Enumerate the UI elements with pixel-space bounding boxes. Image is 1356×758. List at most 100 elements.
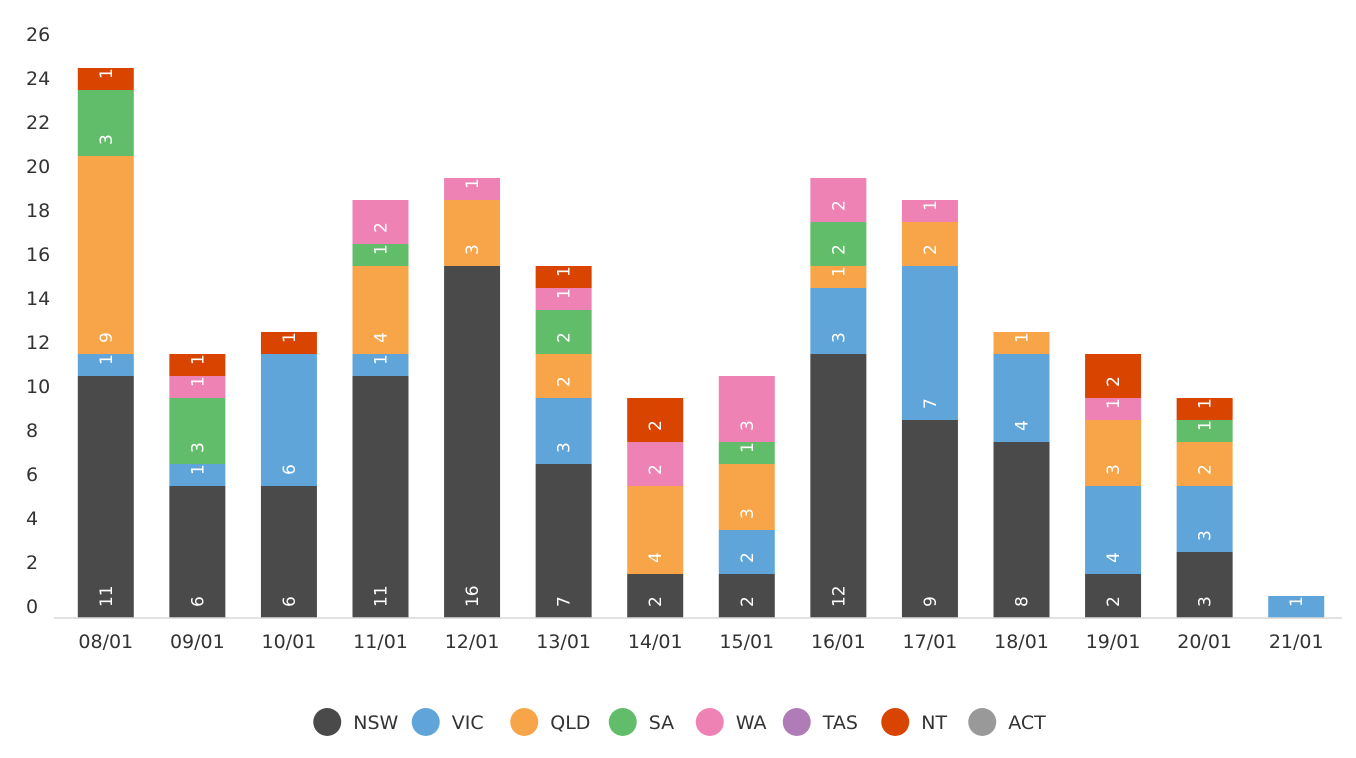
bar-segment-sa: [810, 222, 867, 266]
bar-segment-vic: [352, 354, 409, 376]
y-tick-label: 24: [26, 68, 50, 90]
bar-segment-nsw: [1176, 552, 1233, 618]
bar-data-label: 2: [646, 596, 666, 607]
bar-data-label: 1: [829, 266, 849, 277]
bar-data-label: 3: [188, 442, 208, 453]
bar-data-label: 1: [188, 464, 208, 475]
bar-segment-qld: [810, 266, 867, 288]
bar-data-label: 3: [1196, 530, 1216, 541]
bar-segment-nsw: [444, 266, 501, 618]
bar-segment-qld: [901, 222, 958, 266]
bar-segment-vic: [260, 354, 317, 486]
x-tick-label: 13/01: [536, 631, 591, 653]
bar-data-label: 1: [738, 442, 758, 453]
bar-segment-vic: [535, 398, 592, 464]
x-tick-label: 08/01: [78, 631, 133, 653]
y-tick-label: 0: [26, 596, 38, 618]
bar-data-label: 6: [280, 596, 300, 607]
bar-segment-nsw: [901, 420, 958, 618]
bar-segment-vic: [1268, 596, 1325, 618]
y-tick-label: 26: [26, 24, 50, 46]
bar-data-label: 1: [188, 354, 208, 365]
legend-label: QLD: [550, 712, 590, 734]
bar-segment-wa: [444, 178, 501, 200]
bar-data-label: 3: [97, 134, 117, 145]
legend-item-nt[interactable]: NT: [881, 708, 947, 736]
bar-data-label: 11: [372, 585, 392, 607]
x-tick-label: 14/01: [628, 631, 683, 653]
legend-item-act[interactable]: ACT: [968, 708, 1046, 736]
x-tick-label: 16/01: [811, 631, 866, 653]
bars: 1119316131166111141216317322112422223131…: [77, 68, 1325, 618]
bar-segment-vic: [1176, 486, 1233, 552]
bar-segment-vic: [993, 354, 1050, 442]
bar-segment-wa: [627, 442, 684, 486]
bar-data-label: 1: [1196, 398, 1216, 409]
bar-data-label: 7: [555, 596, 575, 607]
bar-segment-nt: [260, 332, 317, 354]
bar-data-label: 16: [463, 585, 483, 607]
bar-data-label: 2: [1104, 596, 1124, 607]
bar-data-label: 9: [921, 596, 941, 607]
x-axis: 08/01 09/01 10/01 11/01 12/01 13/01 14/01 15/01…: [78, 631, 1323, 653]
legend-item-qld[interactable]: QLD: [510, 708, 590, 736]
bar-segment-nt: [535, 266, 592, 288]
bar-segment-qld: [1176, 442, 1233, 486]
bar-segment-sa: [1176, 420, 1233, 442]
bar-segment-qld: [444, 200, 501, 266]
legend-marker: [695, 708, 724, 736]
legend-item-vic[interactable]: VIC: [411, 708, 484, 736]
bar-segment-nsw: [77, 376, 134, 618]
legend-marker: [411, 708, 440, 736]
bar-data-label: 2: [829, 200, 849, 211]
bar-data-label: 2: [372, 222, 392, 233]
bar-data-label: 1: [97, 68, 117, 79]
bar-segment-nsw: [1085, 574, 1142, 618]
bar-segment-vic: [718, 530, 775, 574]
bar-segment-vic: [810, 288, 867, 354]
bar-segment-sa: [718, 442, 775, 464]
x-tick-label: 17/01: [903, 631, 958, 653]
legend-label: WA: [736, 712, 767, 734]
x-tick-label: 15/01: [719, 631, 774, 653]
legend-marker: [782, 708, 811, 736]
bar-data-label: 1: [188, 376, 208, 387]
bar-segment-nt: [77, 68, 134, 90]
bar-data-label: 8: [1013, 596, 1033, 607]
bar-segment-wa: [901, 200, 958, 222]
bar-data-label: 2: [1104, 376, 1124, 387]
bar-segment-sa: [535, 310, 592, 354]
y-tick-label: 4: [26, 508, 38, 530]
x-tick-label: 18/01: [994, 631, 1049, 653]
bar-data-label: 1: [921, 200, 941, 211]
bar-data-label: 6: [188, 596, 208, 607]
bar-segment-wa: [535, 288, 592, 310]
bar-segment-qld: [77, 156, 134, 354]
bar-segment-qld: [352, 266, 409, 354]
bar-segment-nsw: [718, 574, 775, 618]
legend-item-tas[interactable]: TAS: [782, 708, 858, 736]
bar-segment-wa: [1085, 398, 1142, 420]
legend-item-sa[interactable]: SA: [608, 708, 674, 736]
bar-segment-vic: [901, 266, 958, 420]
legend-marker: [510, 708, 539, 736]
legend-label: VIC: [452, 712, 484, 734]
bar-data-label: 3: [463, 244, 483, 255]
bar-data-label: 2: [1196, 464, 1216, 475]
legend-item-nsw[interactable]: NSW: [313, 708, 399, 736]
y-tick-label: 10: [26, 376, 50, 398]
bar-segment-wa: [352, 200, 409, 244]
bar-data-label: 1: [555, 288, 575, 299]
bar-segment-qld: [993, 332, 1050, 354]
bar-data-label: 12: [829, 585, 849, 607]
bar-data-label: 1: [1013, 332, 1033, 343]
legend-item-wa[interactable]: WA: [695, 708, 767, 736]
y-tick-label: 12: [26, 332, 50, 354]
y-tick-label: 16: [26, 244, 50, 266]
bar-segment-qld: [718, 464, 775, 530]
legend-marker: [881, 708, 910, 736]
bar-data-label: 2: [829, 244, 849, 255]
bar-segment-nt: [627, 398, 684, 442]
x-tick-label: 10/01: [262, 631, 317, 653]
bar-data-label: 1: [372, 354, 392, 365]
